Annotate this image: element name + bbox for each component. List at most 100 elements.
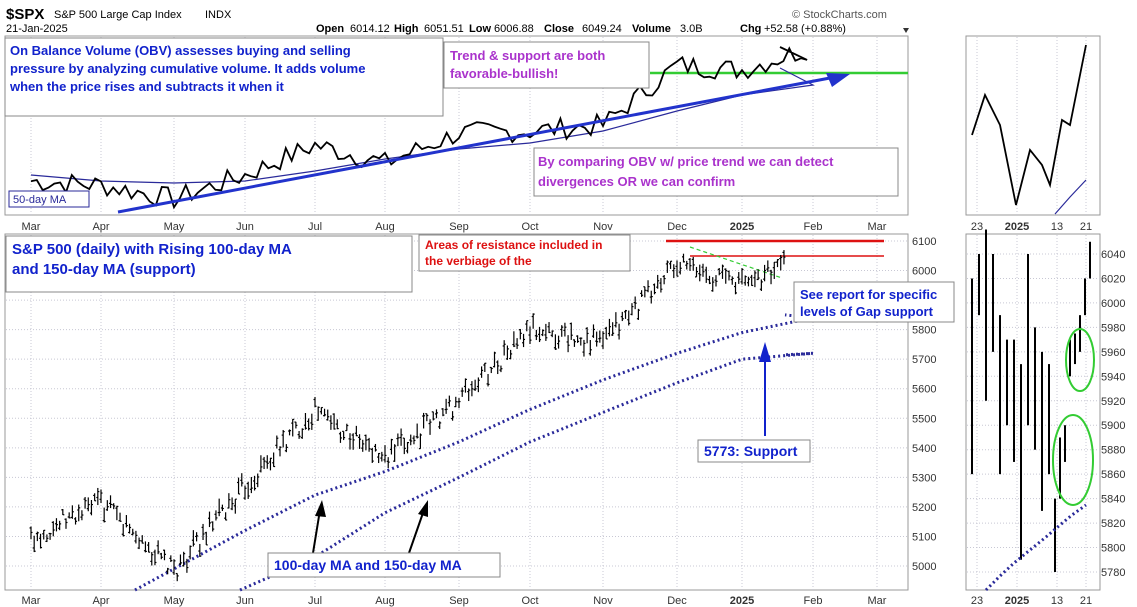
low-value: 6006.88 — [494, 23, 534, 35]
price-y-tick-label: 6000 — [912, 266, 936, 278]
obv-zoom-panel — [965, 35, 1101, 216]
zoom-y-tick-label: 5880 — [1101, 445, 1125, 457]
ma-note-text: 100-day MA and 150-day MA — [274, 557, 462, 573]
price-y-tick-label: 5800 — [912, 325, 936, 337]
high-label: High — [394, 23, 419, 35]
gap-note-box — [793, 281, 955, 323]
obv-x-tick-label: Dec — [667, 221, 687, 233]
price-title-box — [5, 235, 413, 293]
low-label: Low — [469, 23, 491, 35]
ma-note-box — [267, 552, 501, 578]
trend-arrowhead-icon — [826, 73, 850, 87]
ma50-legend-box — [8, 190, 90, 208]
ma-150-day-line — [239, 351, 814, 592]
obv-x-tick-label: 2025 — [730, 221, 754, 233]
symbol: $SPX — [6, 6, 44, 23]
ma-pointer-left-arrowhead-icon — [315, 500, 326, 517]
price-x-tick-label: Jul — [308, 595, 322, 607]
obv-x-tick-label: Apr — [92, 221, 109, 233]
ohlc-readout: Open 6014.12 High 6051.51 Low 6006.88 Cl… — [316, 23, 846, 35]
zoom-obv-line — [971, 44, 1087, 206]
price-y-tick-label: 5000 — [912, 561, 936, 573]
price-y-tick-label: 5200 — [912, 502, 936, 514]
ma50-legend: 50-day MA — [13, 194, 67, 206]
price-panel — [4, 233, 909, 591]
high-value: 6051.51 — [424, 23, 464, 35]
resistance-note-text: Areas of resistance included in the verb… — [425, 238, 606, 268]
price-y-tick-label: 5400 — [912, 443, 936, 455]
obv-x-tick-label: Mar — [868, 221, 887, 233]
zoom-y-tick-label: 5860 — [1101, 469, 1125, 481]
obv-line — [30, 46, 808, 210]
obv-x-tick-label: Mar — [22, 221, 41, 233]
zoom-price-x-tick-label: 21 — [1080, 595, 1092, 607]
chg-value: +52.58 (+0.88%) — [764, 23, 846, 35]
price-x-tick-label: Sep — [449, 595, 469, 607]
price-y-tick-label: 5300 — [912, 472, 936, 484]
price-y-tick-label: 6100 — [912, 236, 936, 248]
brand-label: © StockCharts.com — [792, 9, 887, 21]
ma-pointer-right-line — [408, 509, 425, 554]
obv-description-text: On Balance Volume (OBV) assesses buying … — [9, 43, 369, 94]
compare-note-text: By comparing OBV w/ price trend we can d… — [538, 154, 837, 189]
gap-note-text: See report for specific levels of Gap su… — [800, 287, 941, 319]
obv-x-tick-label: Feb — [804, 221, 823, 233]
price-ohlc-bars — [29, 250, 786, 582]
price-x-axis: Mar Apr May Jun Jul Aug Sep Oct Nov Dec 2025 Feb Mar — [22, 595, 887, 607]
trend-note-text: Trend & support are both favorable-bulli… — [450, 48, 609, 81]
price-y-tick-label: 5500 — [912, 413, 936, 425]
zoom-y-tick-label: 5920 — [1101, 396, 1125, 408]
zoom-y-tick-label: 5800 — [1101, 543, 1125, 555]
price-x-tick-label: Dec — [667, 595, 687, 607]
zoom-y-tick-label: 6000 — [1101, 298, 1125, 310]
zoom-ma-line — [984, 503, 1087, 592]
close-value: 6049.24 — [582, 23, 622, 35]
zoom-gap-circle-upper — [1065, 328, 1095, 392]
obv-description-box — [4, 37, 444, 117]
zoom-y-axis: 5780 5800 5820 5840 5860 5880 5900 5920 5940 5960… — [1101, 249, 1125, 579]
support-note-box — [697, 439, 811, 463]
price-zoom-panel — [965, 233, 1101, 591]
price-x-tick-label: Mar — [868, 595, 887, 607]
zoom-price-x-tick-label: 13 — [1051, 595, 1063, 607]
zoom-ohlc-bars — [971, 229, 1091, 572]
zoom-obv-x-tick-label: 21 — [1080, 221, 1092, 233]
obv-x-tick-label: Oct — [521, 221, 538, 233]
volume-value: 3.0B — [680, 23, 703, 35]
price-x-tick-label: Jun — [236, 595, 254, 607]
date-label: 21-Jan-2025 — [6, 23, 68, 35]
ma-100-day-line — [134, 313, 814, 592]
zoom-y-tick-label: 5960 — [1101, 347, 1125, 359]
zoom-obv-x-tick-label: 23 — [971, 221, 983, 233]
support-arrowhead-icon — [759, 342, 771, 362]
ma-pointer-right-arrowhead-icon — [418, 500, 428, 517]
chg-label: Chg — [740, 23, 761, 35]
price-x-tick-label: 2025 — [730, 595, 754, 607]
volume-label: Volume — [632, 23, 671, 35]
price-x-tick-label: Mar — [22, 595, 41, 607]
trend-note-box — [443, 41, 650, 89]
zoom-price-x-tick-label: 23 — [971, 595, 983, 607]
zoom-y-tick-label: 5980 — [1101, 322, 1125, 334]
zoom-y-tick-label: 5940 — [1101, 371, 1125, 383]
obv-x-tick-label: May — [164, 221, 185, 233]
zoom-x-axis: 23 23 2025 2025 13 13 21 21 — [971, 221, 1092, 607]
obv-x-tick-label: Aug — [375, 221, 395, 233]
price-title-text: S&P 500 (daily) with Rising 100-day MA a… — [12, 241, 295, 278]
resistance-note-box — [418, 234, 631, 272]
obv-x-tick-label: Nov — [593, 221, 613, 233]
price-y-tick-label: 5600 — [912, 384, 936, 396]
support-note-text: 5773: Support — [704, 443, 798, 459]
obv-x-tick-label: Jun — [236, 221, 254, 233]
zoom-price-x-tick-label: 2025 — [1005, 595, 1029, 607]
zoom-y-tick-label: 5820 — [1101, 518, 1125, 530]
index-name: S&P 500 Large Cap Index — [54, 9, 182, 21]
zoom-y-tick-label: 6020 — [1101, 273, 1125, 285]
dropdown-triangle-icon — [903, 28, 909, 33]
zoom-gap-circle-lower — [1052, 414, 1094, 506]
price-x-tick-label: Aug — [375, 595, 395, 607]
zoom-y-tick-label: 5780 — [1101, 567, 1125, 579]
price-y-axis: 5000510052005300540055005600570058005900… — [912, 236, 936, 573]
obv-x-axis: Mar Apr May Jun Jul Aug Sep Oct Nov Dec 2025 Feb Mar — [22, 221, 887, 233]
